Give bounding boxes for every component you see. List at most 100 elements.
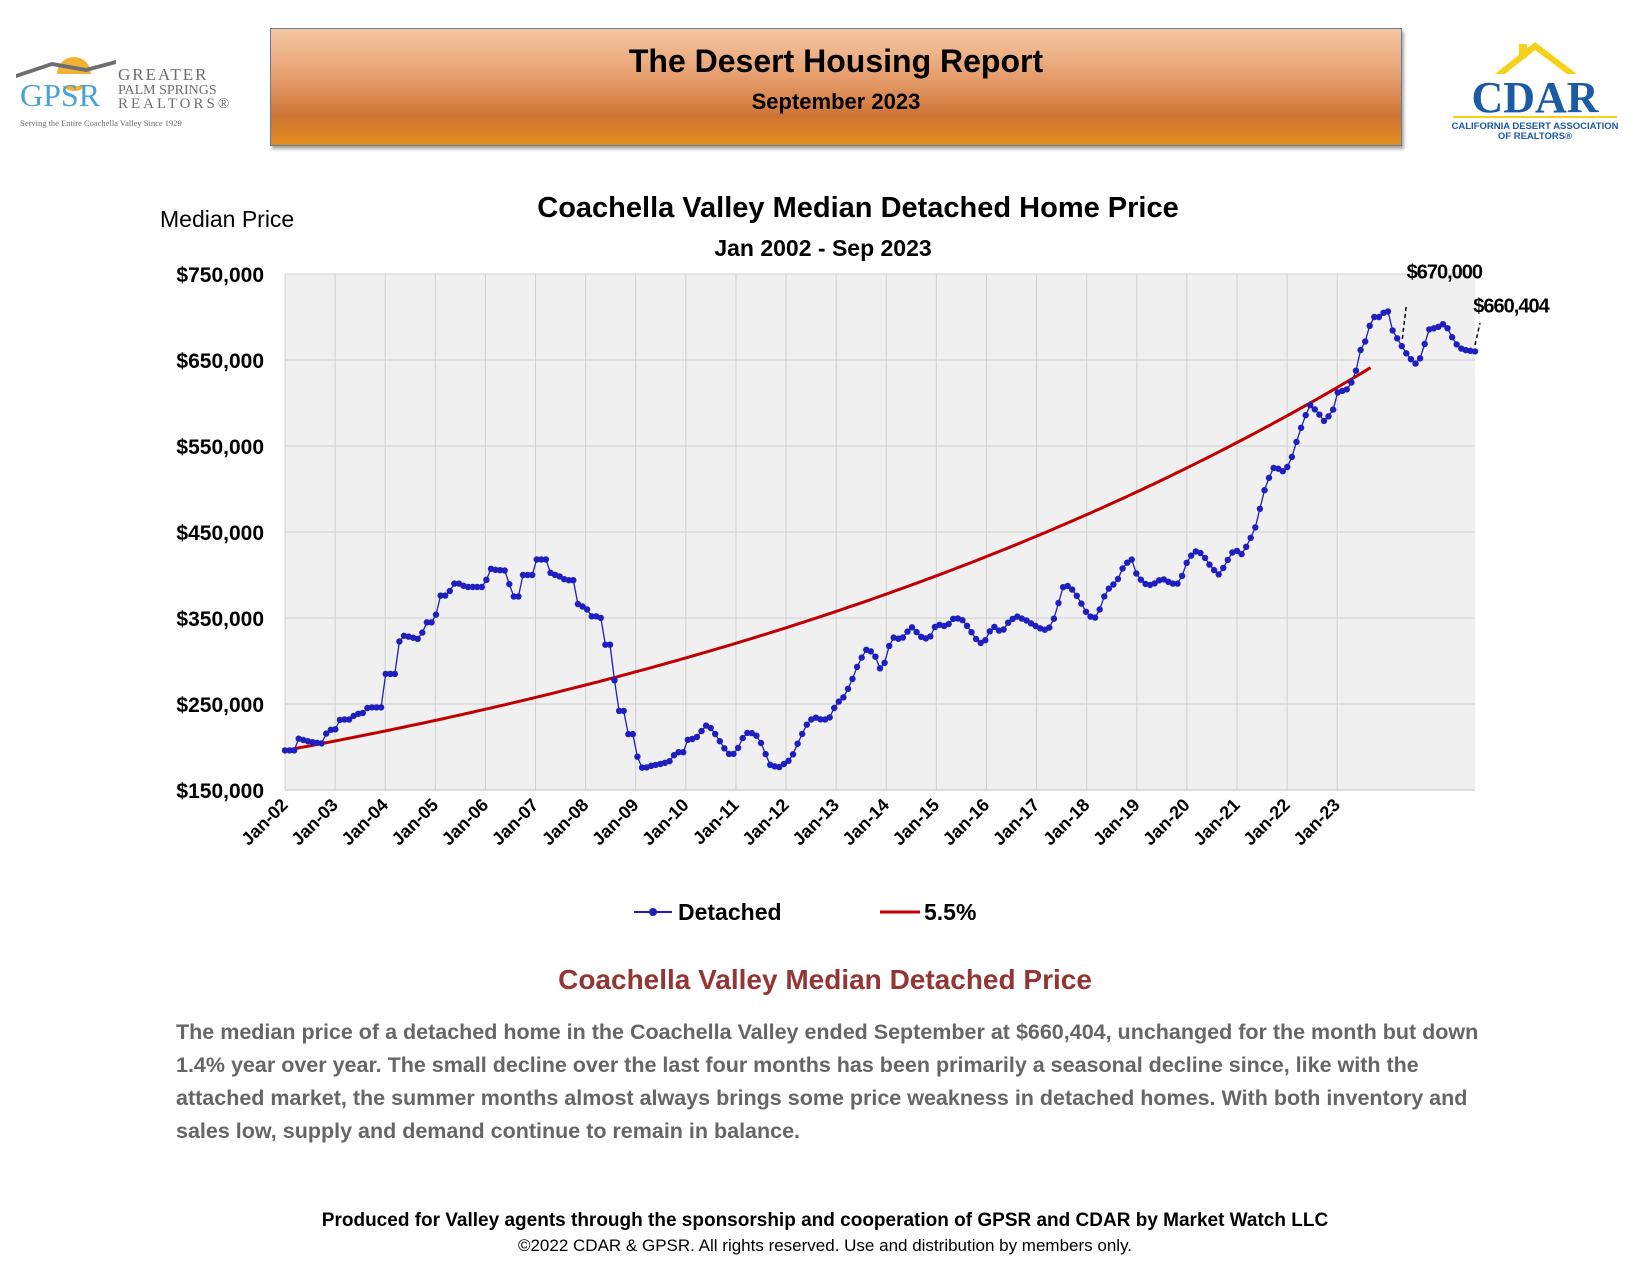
cdar-logo: CDAR CALIFORNIA DESERT ASSOCIATION OF RE… [1435,38,1635,148]
detached-point [1183,559,1190,566]
detached-point [1124,559,1131,566]
detached-point [542,556,550,563]
cdar-abbr: CDAR [1471,73,1599,122]
detached-point [634,753,641,760]
grid-lines [284,273,1475,791]
detached-point [1325,413,1332,420]
x-axis-ticks: Jan-02Jan-03Jan-04Jan-05Jan-06Jan-07Jan-… [237,795,1344,849]
detached-point [693,733,701,741]
detached-point [1046,624,1053,631]
y-tick-label: $450,000 [176,522,264,545]
detached-point [1352,367,1360,374]
x-tick-label: Jan-16 [939,795,993,849]
detached-point [757,739,765,747]
x-tick-label: Jan-10 [638,795,692,849]
detached-point [1293,438,1300,446]
detached-point [963,622,971,629]
detached-point [840,694,847,701]
detached-point [588,613,595,620]
detached-point [826,714,833,721]
detached-point [1215,571,1222,578]
y-axis-ticks: $150,000 $250,000 $350,000 $450,000 $550,000… [176,264,264,803]
x-tick-label: Jan-13 [789,795,843,849]
detached-point [373,704,380,711]
detached-point [1412,360,1419,367]
y-tick-label: $650,000 [176,350,264,373]
legend-detached-marker [649,908,657,916]
detached-point [1206,561,1213,568]
detached-point [524,571,531,579]
detached-point [1284,463,1291,471]
detached-point [1224,556,1232,564]
detached-point [927,633,934,640]
detached-point [1137,576,1145,583]
detached-point [734,744,742,752]
detached-point [904,628,911,635]
detached-series [281,308,1479,771]
x-tick-label: Jan-04 [338,795,392,849]
annotation-label: $660,404 [1473,296,1550,318]
footer-copyright: ©2022 CDAR & GPSR. All rights reserved. … [517,1236,1133,1255]
detached-point [506,580,513,588]
detached-point [1101,593,1108,600]
detached-point [1178,572,1186,580]
detached-point [519,571,527,579]
annotation-leader [1474,322,1481,346]
cdar-line2: OF REALTORS® [1498,131,1572,142]
x-tick-label: Jan-12 [738,795,792,849]
detached-point [1357,346,1364,354]
annotations: $670,000 $660,404 [1401,261,1552,346]
detached-point [638,764,646,771]
detached-point [1416,355,1424,362]
detached-point [1471,348,1479,355]
detached-point [286,747,293,754]
detached-point [1243,543,1250,550]
detached-point [1366,322,1373,329]
detached-point [899,634,907,641]
detached-point [556,573,563,580]
x-tick-label: Jan-05 [388,795,442,849]
detached-point [387,670,394,678]
detached-point [291,747,298,754]
chart-svg: $150,000 $250,000 $350,000 $450,000 $550,000… [160,192,1552,925]
x-tick-label: Jan-09 [588,795,642,849]
detached-point [1151,580,1158,587]
detached-point [625,730,632,738]
detached-point [620,707,627,715]
y-axis-label: Median Price [160,206,294,232]
detached-point [1453,341,1460,348]
detached-point [789,751,797,758]
legend: Detached 5.5% [634,899,976,925]
detached-point [1444,325,1451,332]
detached-point [1128,556,1135,563]
chimney-icon [1519,44,1527,58]
detached-point [762,750,769,758]
detached-point [1174,580,1181,587]
detached-point [1119,565,1126,572]
detached-point [725,750,733,758]
x-tick-label: Jan-22 [1239,795,1293,849]
detached-point [1238,550,1245,558]
detached-point [968,629,975,636]
detached-point [1371,313,1378,321]
detached-point [501,567,508,574]
detached-point [707,724,714,732]
detached-point [785,757,792,764]
detached-point [492,566,499,573]
detached-point [1439,321,1447,328]
detached-point [972,635,980,643]
detached-point [675,749,682,756]
detached-point [478,583,485,591]
y-tick-label: $750,000 [176,264,264,287]
detached-point [469,583,476,591]
detached-point [332,726,339,733]
x-tick-label: Jan-20 [1139,795,1193,849]
detached-point [442,592,449,599]
detached-point [359,709,366,717]
detached-point [1448,334,1456,341]
detached-point [318,740,325,747]
detached-point [680,749,687,756]
detached-point [712,730,719,738]
detached-point [323,730,330,737]
detached-point [1220,564,1227,572]
